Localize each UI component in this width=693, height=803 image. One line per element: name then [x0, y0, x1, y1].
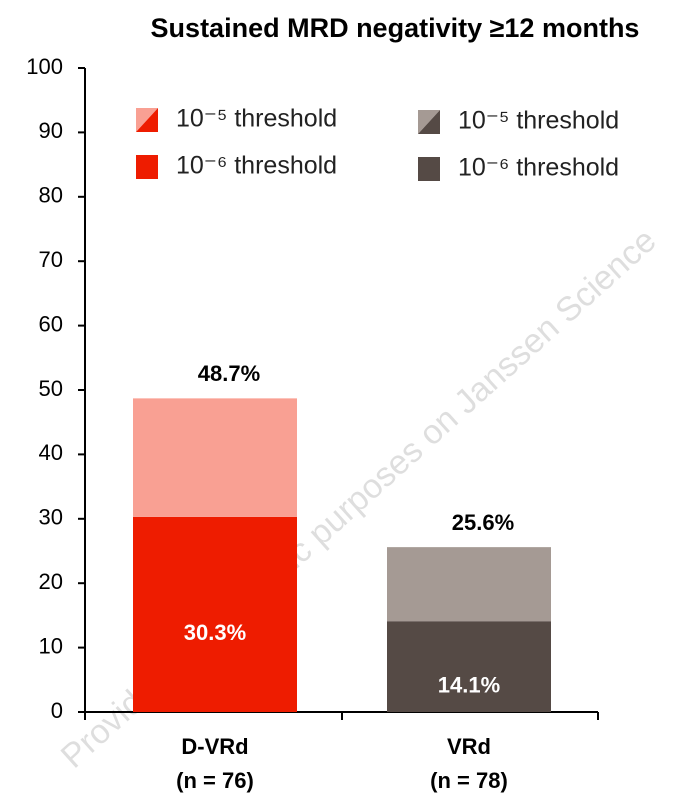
total-label: 48.7%: [198, 361, 260, 386]
y-tick-label: 60: [39, 311, 63, 336]
x-tick-label: D-VRd: [181, 734, 248, 759]
y-tick-label: 0: [51, 698, 63, 723]
legend-label: 10⁻⁵ threshold: [458, 107, 619, 135]
bar-segment: [387, 621, 551, 712]
total-label: 25.6%: [452, 510, 514, 535]
legend-label: 10⁻⁶ threshold: [458, 154, 619, 182]
y-tick-label: 20: [39, 569, 63, 594]
x-tick-note: (n = 76): [176, 768, 254, 793]
legend-swatch: [418, 157, 440, 181]
y-tick-label: 80: [39, 183, 63, 208]
y-tick-label: 90: [39, 118, 63, 143]
bar-segment: [133, 516, 297, 712]
y-tick-label: 50: [39, 376, 63, 401]
y-tick-label: 70: [39, 247, 63, 272]
y-tick-label: 30: [39, 505, 63, 530]
y-tick-label: 40: [39, 440, 63, 465]
data-label: 30.3%: [184, 620, 246, 645]
x-tick-note: (n = 78): [430, 768, 508, 793]
y-tick-label: 100: [26, 54, 63, 79]
legend-label: 10⁻⁵ threshold: [176, 105, 337, 133]
bar-segment: [133, 398, 297, 517]
data-label: 14.1%: [438, 672, 500, 697]
legend-label: 10⁻⁶ threshold: [176, 152, 337, 180]
legend-swatch: [418, 110, 440, 134]
x-tick-label: VRd: [447, 734, 491, 759]
bar-segment: [387, 547, 551, 622]
chart-title: Sustained MRD negativity ≥12 months: [151, 13, 640, 43]
legend-swatch: [136, 108, 158, 132]
legend-swatch: [136, 155, 158, 179]
y-tick-label: 10: [39, 633, 63, 658]
